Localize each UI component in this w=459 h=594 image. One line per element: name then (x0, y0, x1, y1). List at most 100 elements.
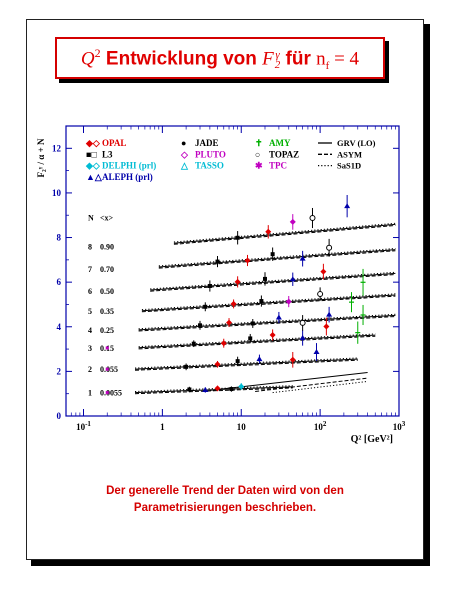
data-point (309, 215, 316, 222)
title-n-sub: f (325, 60, 330, 73)
bin-x: 0.0055 (100, 389, 122, 398)
data-point (187, 387, 192, 392)
legend-marker: ■□ (86, 149, 97, 159)
title-q-exp: 2 (94, 46, 101, 60)
y-tick-label: 8 (57, 233, 62, 243)
legend-label: ALEPH (prl) (102, 172, 153, 182)
x-tick-label: 103 (393, 420, 406, 432)
legend-label: TASSO (195, 161, 224, 171)
caption-line-2: Parametrisierungen beschrieben. (133, 502, 317, 514)
x-tick-label: 10 (237, 422, 247, 432)
asym-curve (138, 316, 396, 332)
asym-curve (150, 274, 396, 292)
x-tick-exp: -1 (85, 420, 91, 428)
title-f-sup: γ (275, 48, 280, 61)
slide-shadow (424, 24, 430, 566)
x-tick-exp: 2 (323, 420, 327, 428)
legend-label: PLUTO (195, 149, 226, 159)
legend-marker: ◆◇ (85, 161, 101, 171)
legend-label: ASYM (337, 149, 362, 159)
bin-n: 5 (88, 307, 92, 316)
plot-frame (65, 125, 400, 417)
legend-marker: ▲△ (86, 172, 103, 182)
data-point (250, 321, 255, 326)
bin-x: 0.35 (100, 307, 114, 316)
data-point (244, 257, 251, 264)
data-point (344, 203, 351, 209)
x-tick-label: 102 (314, 420, 327, 432)
data-point (202, 386, 209, 392)
data-point (259, 299, 264, 304)
y-tick-label: 2 (57, 366, 62, 376)
data-point (184, 364, 189, 369)
x-tick-base: 10 (237, 422, 247, 432)
data-point (299, 319, 306, 326)
data-point (198, 323, 203, 328)
title-eq: = 4 (329, 48, 360, 70)
data-point (235, 235, 240, 240)
data-point (299, 334, 306, 340)
bin-x: 0.25 (100, 326, 114, 335)
sas1d-curve (158, 248, 396, 267)
asym-curve (138, 335, 376, 350)
legend-label: AMY (269, 138, 291, 148)
legend-marker: ○ (255, 149, 260, 159)
y-tick-label: 4 (57, 322, 62, 332)
data-point (275, 314, 282, 320)
bin-n: 4 (88, 326, 92, 335)
grv-curve (134, 358, 358, 370)
data-point (203, 304, 208, 309)
title-f-sub: 2 (274, 58, 281, 71)
data-point (238, 383, 245, 390)
y-tick-label: 12 (52, 143, 62, 153)
bin1-solid-curve (209, 372, 368, 391)
title-q: Q (80, 48, 95, 70)
sas1d-curve (134, 357, 358, 369)
data-point (289, 356, 296, 363)
data-point (269, 331, 276, 338)
data-point (262, 276, 267, 281)
bin-x: 0.70 (100, 265, 114, 274)
legend-label: TPC (269, 161, 287, 171)
caption-line-1: Der generelle Trend der Daten wird von d… (106, 485, 344, 497)
data-point (265, 228, 272, 235)
bin-n: 7 (88, 265, 92, 274)
data-point (207, 283, 212, 288)
table-header-x: <x> (100, 213, 114, 222)
legend-label: SaS1D (337, 161, 361, 171)
bin-x: 0.90 (100, 242, 114, 251)
title-word2: für (280, 48, 317, 70)
bin1-dashed-curve (255, 377, 368, 392)
x-tick-exp: 3 (402, 420, 406, 428)
legend-label: DELPHI (prl) (102, 161, 156, 171)
slide-frame (26, 19, 424, 560)
x-tick-base: 1 (160, 422, 165, 432)
caption: Der generelle Trend der Daten wird von d… (40, 483, 410, 517)
data-point (270, 252, 275, 257)
data-point (285, 298, 292, 305)
data-point (313, 349, 320, 355)
sas1d-curve (141, 293, 396, 311)
bin-n: 1 (88, 389, 92, 398)
data-point (248, 336, 253, 341)
x-tick-label: 1 (160, 422, 165, 432)
slide-shadow (31, 560, 430, 566)
data-point (214, 361, 221, 368)
asym-curve (141, 295, 396, 313)
data-point (326, 311, 333, 317)
data-point (289, 218, 296, 225)
asym-curve (158, 250, 396, 269)
data-point (215, 259, 220, 264)
grv-curve (158, 249, 396, 268)
grv-curve (150, 272, 396, 291)
data-point (256, 356, 263, 362)
legend-marker: ◆◇ (85, 138, 101, 148)
bin-n: 8 (88, 242, 92, 251)
legend-label: L3 (102, 149, 113, 159)
bin-n: 6 (88, 287, 92, 296)
title-word1: Entwicklung von (100, 48, 263, 70)
legend-marker: △ (180, 161, 189, 171)
data-point (299, 255, 306, 261)
